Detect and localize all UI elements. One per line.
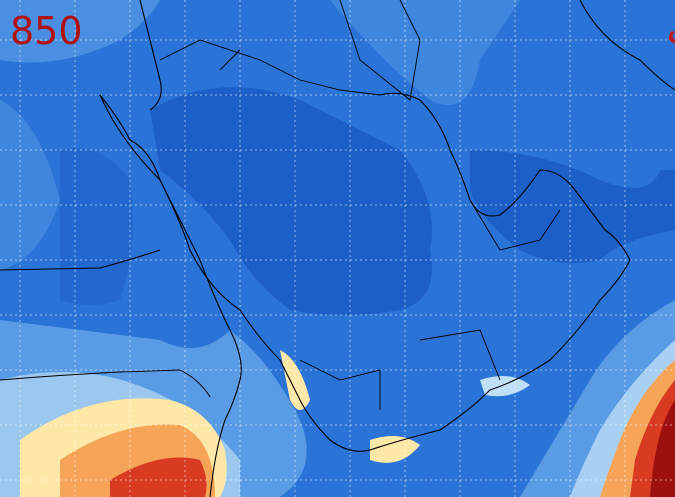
field-light: [330, 0, 520, 105]
watermark: مهب الهيف: [665, 6, 675, 52]
field-dark: [60, 148, 134, 305]
level-label: 850: [10, 9, 83, 53]
field-dark: [150, 87, 432, 315]
field-darkred: [650, 400, 675, 497]
field-dark: [470, 150, 675, 264]
field-pale: [480, 376, 530, 397]
field-red: [110, 457, 207, 497]
field-light: [0, 100, 60, 270]
field-light: [0, 0, 160, 63]
field-warm: [370, 436, 420, 463]
